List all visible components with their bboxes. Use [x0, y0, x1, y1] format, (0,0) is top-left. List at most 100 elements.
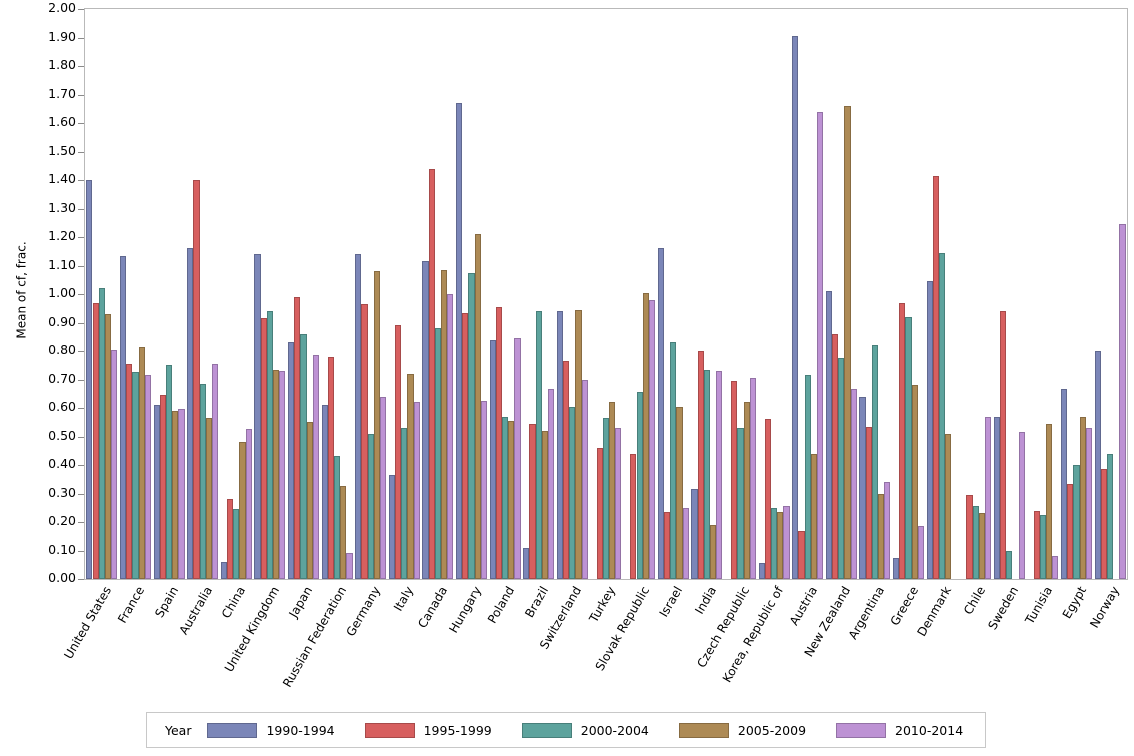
bar: [602, 417, 610, 579]
bar: [279, 370, 286, 579]
bar-group: [119, 9, 153, 579]
y-tick-label: 1.40: [48, 171, 76, 186]
bar-group: [455, 9, 489, 579]
bar: [569, 406, 576, 579]
bar-group: [791, 9, 825, 579]
bar: [355, 254, 362, 579]
y-tick-mark: [78, 237, 84, 238]
bar: [615, 427, 622, 579]
bar: [731, 380, 738, 579]
legend-swatch: [521, 722, 572, 738]
y-tick-label: 0.30: [48, 484, 76, 500]
bar: [260, 318, 267, 579]
bar-group: [388, 9, 422, 579]
bar: [272, 369, 280, 579]
bar: [844, 105, 851, 579]
bar: [346, 553, 353, 579]
legend-item[interactable]: 2010-2014: [836, 722, 964, 738]
bar: [1000, 311, 1007, 579]
bar-group: [421, 9, 455, 579]
bar: [932, 175, 939, 579]
legend-item[interactable]: 1990-1994: [207, 722, 335, 738]
x-tick-label: Sweden: [985, 584, 1022, 633]
bar: [138, 346, 145, 579]
bar: [1018, 432, 1025, 579]
bar: [1119, 224, 1126, 579]
bar: [871, 345, 878, 579]
bar: [749, 378, 756, 579]
bar-group: [320, 9, 354, 579]
legend-item[interactable]: 2005-2009: [678, 722, 806, 738]
bar: [132, 372, 139, 579]
bar: [581, 379, 588, 579]
bar: [172, 410, 179, 579]
bar: [306, 422, 313, 579]
legend-label: 2010-2014: [895, 722, 964, 738]
bar: [691, 489, 698, 579]
bar: [502, 416, 509, 579]
bar: [878, 493, 885, 579]
bar-group: [219, 9, 253, 579]
bar: [758, 563, 765, 579]
bar: [434, 328, 442, 579]
bar: [642, 292, 649, 579]
bar-group: [690, 9, 724, 579]
bar: [945, 433, 952, 579]
bar: [609, 402, 616, 579]
bar: [541, 430, 549, 579]
bar-group: [152, 9, 186, 579]
y-tick-label: 0.00: [48, 570, 76, 585]
x-tick-label: Spain: [152, 584, 182, 621]
bar: [548, 389, 555, 579]
y-axis-label: Mean of cf, frac.: [0, 0, 44, 580]
bar-group: [724, 9, 758, 579]
bar: [1085, 427, 1093, 579]
legend-label: 1995-1999: [423, 722, 492, 738]
legend-item[interactable]: 2000-2004: [521, 722, 649, 738]
legend-title: Year: [165, 722, 192, 738]
bar-group: [757, 9, 791, 579]
y-tick-mark: [78, 9, 84, 10]
bar: [682, 507, 689, 579]
bar: [407, 373, 414, 579]
bar: [770, 507, 778, 579]
bar: [1073, 465, 1080, 579]
legend-swatch: [207, 722, 258, 738]
bar: [508, 420, 515, 579]
bar: [777, 512, 784, 579]
y-tick-mark: [78, 408, 84, 409]
bar: [1079, 416, 1086, 579]
y-tick-label: 1.10: [48, 256, 76, 272]
bar: [825, 291, 832, 579]
y-tick-mark: [78, 351, 84, 352]
bar-group: [522, 9, 556, 579]
bar: [119, 255, 127, 579]
x-tick-label: Turkey: [586, 584, 619, 625]
bar: [1046, 423, 1053, 579]
y-tick-label: 1.20: [48, 228, 76, 243]
bar: [245, 429, 252, 579]
y-tick-label: 0.50: [48, 427, 76, 443]
bar: [978, 513, 986, 579]
x-tick-label: Hungary: [445, 584, 484, 636]
bar: [783, 506, 790, 579]
bar: [312, 355, 319, 579]
y-axis-label-text: Mean of cf, frac.: [15, 241, 30, 339]
bar: [859, 396, 866, 579]
x-tick-label: Tunisia: [1022, 584, 1056, 627]
bar: [966, 494, 973, 579]
bar: [447, 294, 454, 579]
x-tick-label: Greece: [887, 584, 921, 628]
legend-item[interactable]: 1995-1999: [364, 722, 492, 738]
bar: [1100, 469, 1108, 579]
legend-swatch: [836, 722, 887, 738]
bar: [899, 302, 906, 579]
bar: [575, 309, 582, 579]
x-tick-label: Brazil: [522, 584, 551, 621]
bar: [165, 365, 173, 579]
legend-swatch: [364, 722, 415, 738]
y-tick-mark: [78, 123, 84, 124]
bar: [596, 447, 603, 579]
y-tick-mark: [78, 180, 84, 181]
